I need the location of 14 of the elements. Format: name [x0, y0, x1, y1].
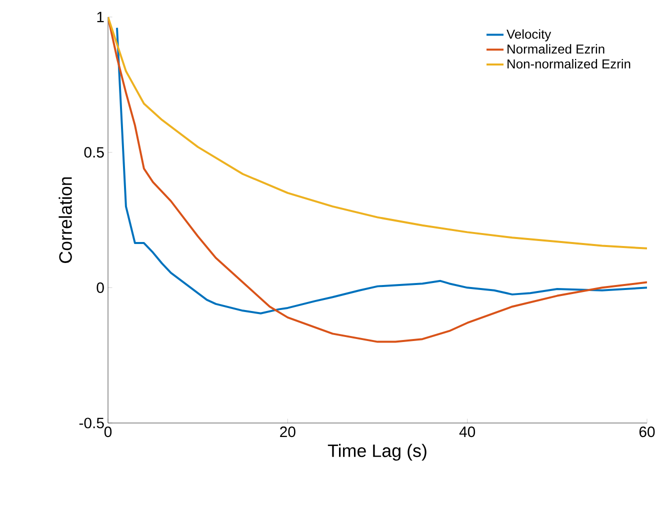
x-tick-label: 40: [459, 426, 476, 438]
x-tick-label: 20: [280, 426, 296, 438]
y-tick-label: 1: [97, 12, 104, 22]
line-series: [108, 16, 647, 250]
y-axis-title: Correlation: [58, 177, 72, 263]
x-tick-label: 60: [639, 426, 655, 438]
x-tick-label: 0: [104, 426, 112, 438]
legend-label: Normalized Ezrin: [508, 44, 604, 54]
legend-label: Velocity: [506, 29, 552, 42]
x-axis-title: Time Lag (s): [328, 444, 426, 461]
y-tick-label: -0.5: [79, 418, 104, 428]
y-tick-label: 0: [96, 282, 104, 293]
legend-label: Non-normalized Ezrin: [508, 59, 630, 69]
y-tick-label: 0.5: [84, 147, 104, 158]
